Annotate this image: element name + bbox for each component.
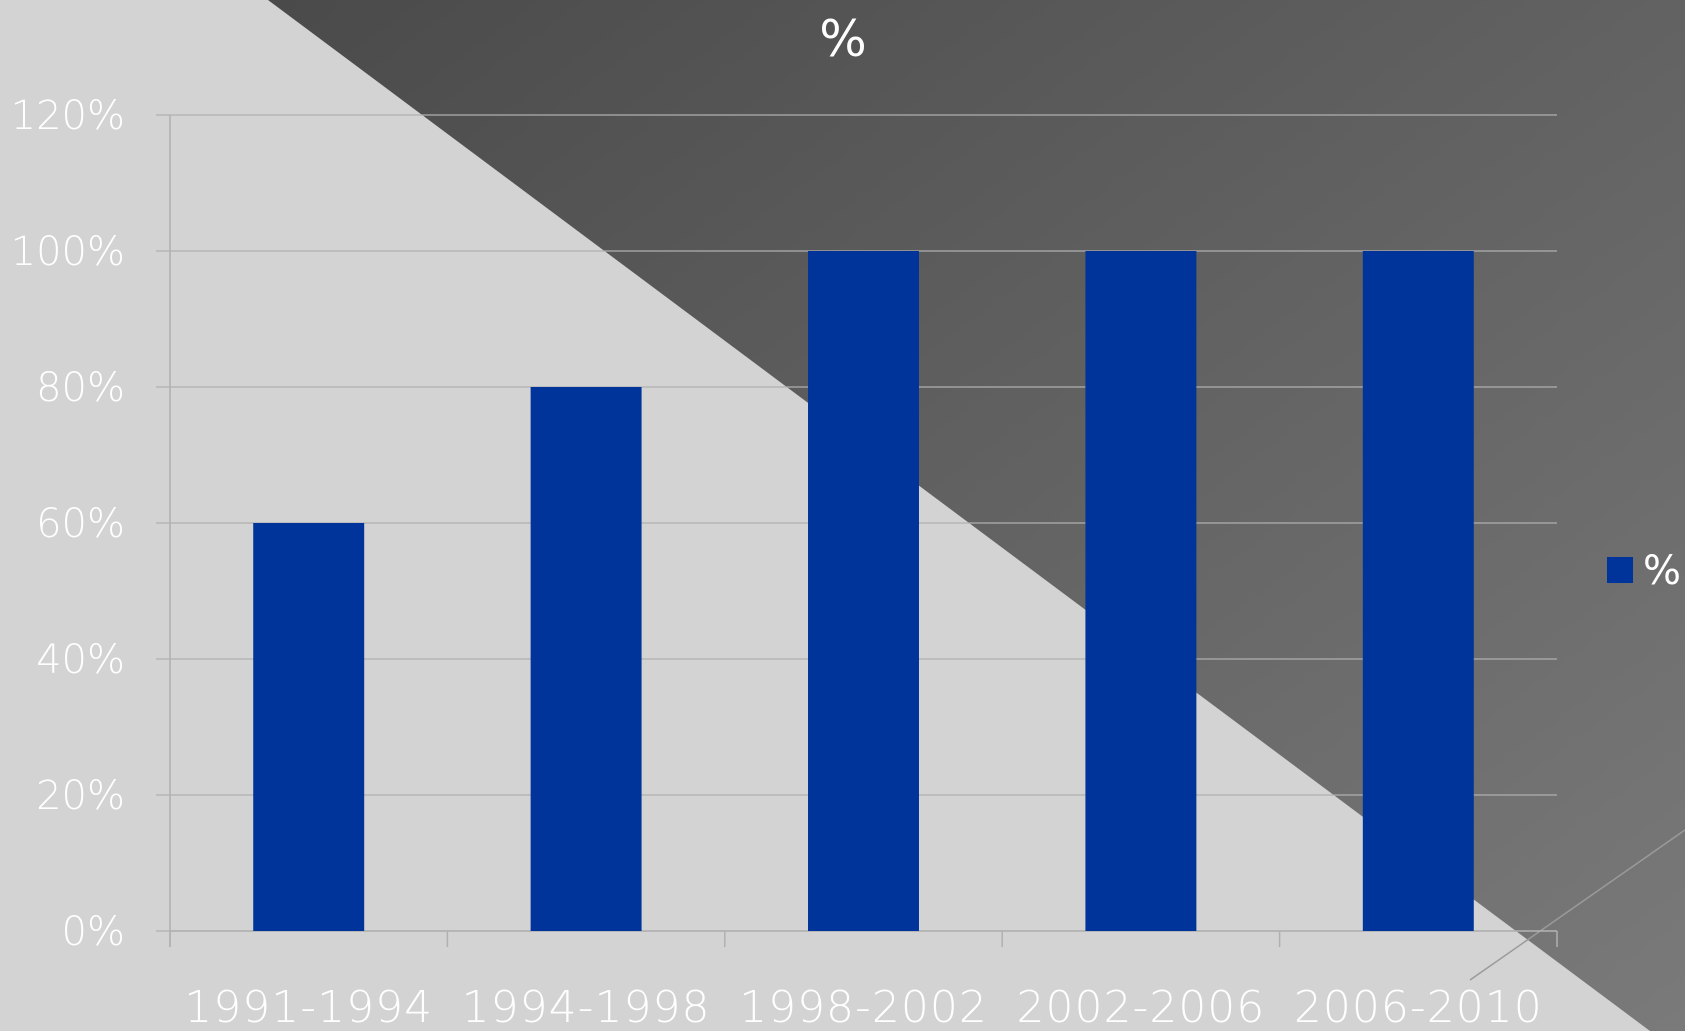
legend-label: %: [1643, 548, 1681, 594]
y-axis-tick-labels: 0% 20% 40% 60% 80% 100% 120%: [11, 93, 125, 955]
bar: [1362, 251, 1474, 931]
y-tick-label: 100%: [11, 229, 125, 275]
x-tick-label: 1991-1994: [184, 982, 433, 1031]
bar: [253, 523, 365, 931]
bar: [1085, 251, 1197, 931]
chart-title: %: [819, 10, 867, 68]
x-tick-label: 1998-2002: [739, 982, 988, 1031]
bar: [530, 387, 642, 931]
bars: [253, 251, 1474, 931]
legend: %: [1607, 548, 1681, 594]
y-tick-label: 20%: [36, 773, 125, 819]
x-tick-label: 2006-2010: [1294, 982, 1543, 1031]
y-tick-label: 80%: [36, 365, 125, 411]
x-tick-label: 1994-1998: [462, 982, 711, 1031]
x-tick-label: 2002-2006: [1016, 982, 1265, 1031]
y-tick-label: 0%: [62, 909, 125, 955]
decorative-line: [1469, 829, 1685, 981]
bar: [808, 251, 919, 931]
background-dark-wedge: [268, 0, 1685, 1031]
y-tick-label: 40%: [36, 637, 125, 683]
x-axis-category-labels: 1991-1994 1994-1998 1998-2002 2002-2006 2006…: [184, 982, 1543, 1031]
legend-swatch: [1607, 557, 1633, 583]
y-tick-label: 120%: [11, 93, 125, 139]
y-tick-label: 60%: [36, 501, 125, 547]
